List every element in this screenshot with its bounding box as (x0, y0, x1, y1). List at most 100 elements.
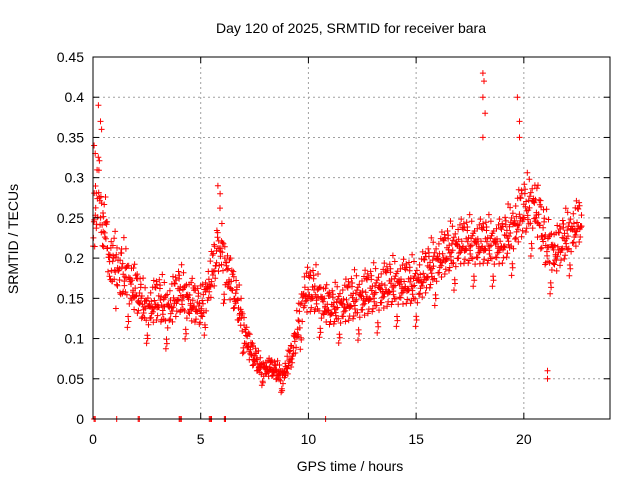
data-point (249, 362, 256, 369)
data-point (483, 238, 490, 245)
data-point (342, 276, 349, 283)
data-point (498, 226, 505, 233)
data-point (406, 264, 413, 271)
data-point (484, 234, 491, 241)
data-point (318, 315, 325, 322)
data-point (232, 300, 239, 307)
data-point (391, 275, 398, 282)
data-point (219, 249, 226, 256)
data-point (113, 251, 120, 258)
data-point (519, 227, 526, 234)
data-point (292, 350, 299, 356)
data-point (284, 353, 291, 360)
data-point (492, 239, 499, 246)
data-point (356, 314, 363, 321)
data-point (343, 296, 350, 303)
data-point (374, 277, 381, 284)
data-point (502, 217, 509, 224)
data-point (272, 361, 279, 368)
data-point (219, 239, 226, 246)
data-point (548, 230, 555, 237)
data-point (520, 215, 527, 222)
data-point (214, 229, 221, 236)
y-tick-label: 0 (76, 411, 84, 427)
data-point (144, 335, 151, 342)
data-point (422, 289, 429, 296)
data-point (239, 328, 246, 334)
data-point (463, 219, 470, 226)
data-point (321, 295, 328, 302)
data-point (484, 260, 491, 267)
data-point (210, 250, 217, 257)
data-point (517, 195, 524, 202)
data-point (170, 304, 177, 311)
data-point (554, 222, 561, 229)
data-point (298, 336, 305, 343)
data-point (375, 323, 382, 330)
data-point (170, 294, 177, 301)
data-point (221, 291, 228, 298)
data-point (409, 291, 416, 298)
data-point (567, 265, 574, 272)
data-point (293, 307, 300, 314)
data-point (200, 300, 206, 307)
data-point (465, 234, 472, 241)
data-point (471, 277, 478, 284)
data-point (212, 263, 219, 269)
data-point (309, 295, 316, 302)
data-point (188, 317, 195, 324)
data-point (180, 269, 187, 276)
data-point (411, 258, 417, 265)
data-point (311, 283, 318, 290)
data-point (446, 242, 453, 249)
data-point (569, 240, 576, 246)
data-point (176, 272, 183, 279)
data-point (131, 306, 138, 313)
data-point (368, 287, 375, 294)
data-point (561, 255, 568, 262)
data-point (166, 287, 173, 294)
data-point (504, 250, 511, 257)
data-point (218, 220, 225, 227)
data-point (458, 238, 465, 245)
data-point (326, 293, 333, 299)
data-point (428, 234, 435, 241)
data-point (412, 295, 419, 302)
data-point (197, 319, 204, 326)
data-point (479, 134, 486, 141)
data-point (217, 245, 224, 252)
data-point (415, 291, 422, 298)
data-point (566, 272, 573, 279)
data-point (117, 257, 124, 264)
data-point (373, 279, 380, 286)
data-point (207, 294, 214, 301)
data-point (221, 243, 228, 250)
data-point (570, 220, 577, 227)
data-point (247, 346, 254, 353)
data-point (536, 197, 543, 203)
data-point (120, 234, 127, 241)
data-point (305, 286, 312, 293)
data-point (243, 324, 250, 331)
data-point (217, 205, 223, 212)
data-point (551, 242, 558, 249)
y-tick-label: 0.25 (57, 210, 84, 226)
data-point (470, 283, 477, 290)
data-point (562, 205, 569, 212)
data-point (342, 318, 349, 325)
data-point (392, 282, 399, 289)
data-point (153, 281, 160, 288)
data-point (468, 242, 475, 249)
data-point (340, 308, 347, 315)
data-point (158, 293, 165, 300)
data-point (332, 279, 339, 286)
data-point (199, 313, 206, 320)
data-point (550, 246, 557, 253)
data-point (485, 211, 492, 218)
data-point (161, 279, 168, 286)
data-point (148, 298, 155, 305)
data-point (172, 313, 179, 320)
data-point (550, 260, 557, 267)
data-point (474, 254, 481, 261)
data-point (438, 274, 445, 280)
